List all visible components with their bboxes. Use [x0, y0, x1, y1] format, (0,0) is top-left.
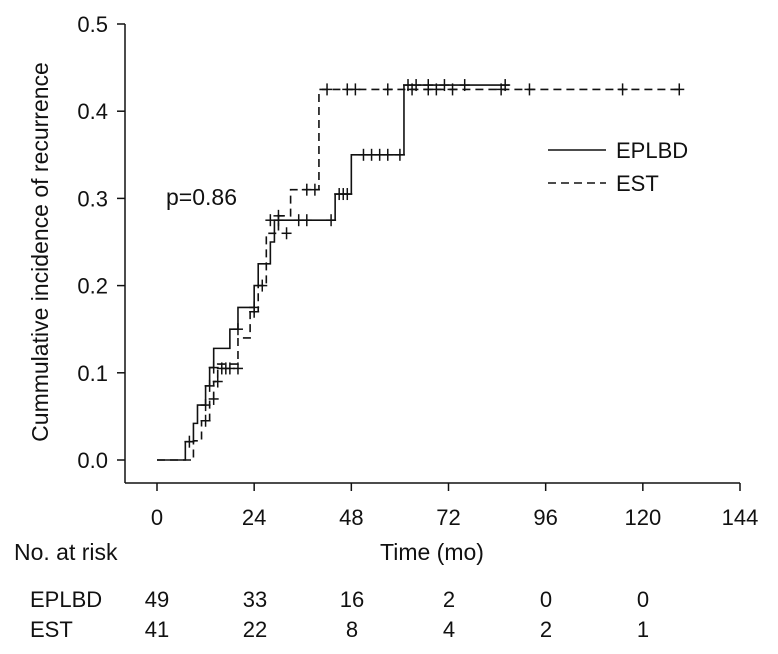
censor-mark-est-8 [257, 279, 268, 292]
x-tick-label-1: 24 [242, 505, 266, 530]
censor-mark-eplbd-3 [208, 361, 219, 374]
risk-value-est-2: 8 [346, 617, 358, 642]
x-tick-label-5: 120 [624, 505, 661, 530]
censor-mark-est-13 [322, 83, 333, 96]
risk-value-eplbd-3: 2 [443, 587, 455, 612]
x-axis-label: Time (mo) [380, 539, 484, 565]
x-tick-label-0: 0 [151, 505, 163, 530]
censor-mark-est-19 [431, 83, 442, 96]
censor-mark-est-1 [208, 392, 219, 405]
risk-value-eplbd-2: 16 [340, 587, 364, 612]
censor-mark-eplbd-4 [232, 323, 243, 336]
y-tick-label-3: 0.3 [77, 186, 108, 211]
y-tick-label-2: 0.2 [77, 274, 108, 299]
x-tick-label-2: 48 [339, 505, 363, 530]
censor-mark-eplbd-10 [326, 214, 337, 227]
series-eplbd-line [157, 84, 510, 461]
censor-mark-eplbd-18 [394, 148, 405, 161]
risk-value-eplbd-5: 0 [637, 587, 649, 612]
risk-value-est-5: 1 [637, 617, 649, 642]
censor-mark-est-20 [447, 83, 458, 96]
censor-mark-est-24 [674, 83, 685, 96]
legend: EPLBD EST [548, 138, 688, 196]
censor-mark-est-7 [249, 305, 260, 318]
risk-value-est-3: 4 [443, 617, 455, 642]
risk-row-label-est: EST [30, 617, 73, 642]
y-tick-label-4: 0.4 [77, 99, 108, 124]
risk-table: No. at risk EPLBD 49 33 16 2 0 0 EST 41 22 8 4 2 1 [14, 539, 649, 642]
y-tick-label-5: 0.5 [77, 12, 108, 37]
censor-mark-est-21 [496, 83, 507, 96]
risk-value-est-1: 22 [243, 617, 267, 642]
censor-mark-est-2 [212, 375, 223, 388]
legend-label-eplbd: EPLBD [616, 138, 688, 163]
censor-mark-eplbd-22 [439, 79, 450, 92]
series-layer [157, 79, 685, 461]
censor-mark-est-9 [273, 209, 284, 222]
censor-mark-est-17 [407, 83, 418, 96]
risk-value-est-0: 41 [145, 617, 169, 642]
y-axis-label: Cummulative incidence of recurrence [27, 62, 53, 442]
censor-mark-eplbd-9 [301, 214, 312, 227]
x-tick-label-3: 72 [436, 505, 460, 530]
censor-mark-est-12 [309, 183, 320, 196]
risk-row-label-eplbd: EPLBD [30, 587, 102, 612]
censor-mark-est-23 [617, 83, 628, 96]
censor-mark-eplbd-17 [382, 148, 393, 161]
x-tick-label-4: 96 [533, 505, 557, 530]
censor-mark-est-22 [524, 83, 535, 96]
y-tick-label-1: 0.1 [77, 361, 108, 386]
y-tick-label-0: 0.0 [77, 448, 108, 473]
censor-mark-est-15 [350, 83, 361, 96]
risk-value-est-4: 2 [540, 617, 552, 642]
risk-value-eplbd-0: 49 [145, 587, 169, 612]
risk-value-eplbd-4: 0 [540, 587, 552, 612]
x-tick-label-6: 144 [722, 505, 759, 530]
axes: 0 24 48 72 96 120 144 0.0 0.1 0.2 0.3 0.4 0.5 [77, 12, 758, 530]
p-value-annotation: p=0.86 [166, 184, 237, 210]
censor-mark-est-6 [232, 362, 243, 375]
censor-mark-est-0 [200, 414, 211, 427]
risk-value-eplbd-1: 33 [243, 587, 267, 612]
censor-mark-eplbd-13 [342, 188, 353, 201]
censor-mark-est-16 [382, 83, 393, 96]
series-est-line [157, 88, 684, 461]
censor-mark-est-10 [281, 227, 292, 240]
risk-table-header: No. at risk [14, 539, 118, 565]
legend-label-est: EST [616, 171, 659, 196]
